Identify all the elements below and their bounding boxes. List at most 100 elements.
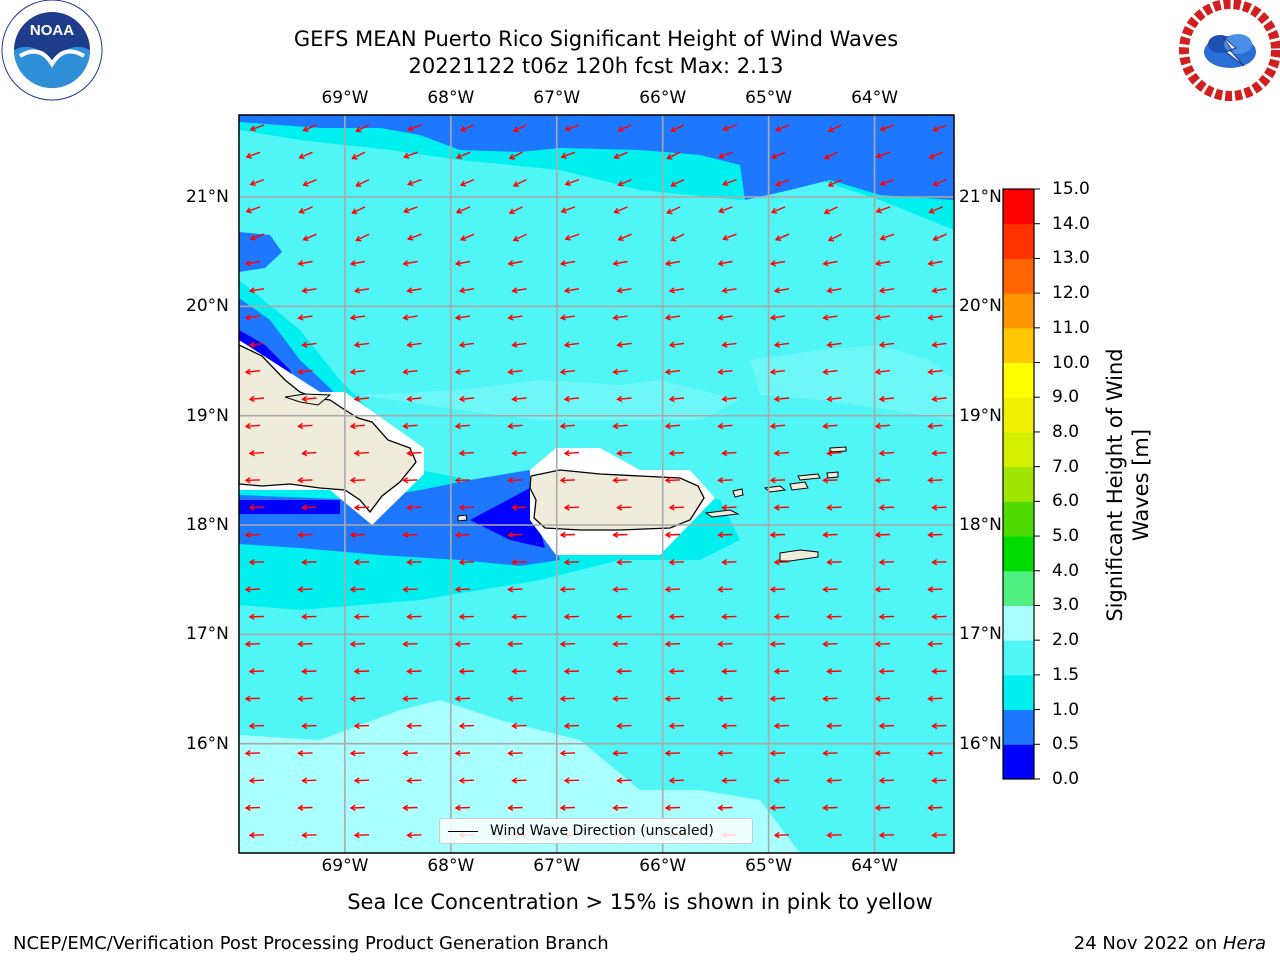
wave-direction-arrowhead: [664, 750, 671, 757]
wave-direction-arrowhead: [616, 450, 623, 457]
wave-direction-arrowhead: [931, 777, 938, 784]
wave-direction-arrowhead: [826, 613, 833, 620]
wave-direction-arrowhead: [298, 153, 305, 160]
wave-direction-arrow: [771, 206, 786, 214]
wave-direction-arrowhead: [507, 586, 514, 593]
wave-direction-arrowhead: [511, 668, 518, 675]
wave-direction-arrow: [613, 370, 628, 373]
wave-direction-arrowhead: [507, 750, 514, 757]
wave-direction-arrowhead: [823, 153, 830, 160]
wave-direction-arrowhead: [507, 314, 514, 321]
wave-direction-arrowhead: [564, 234, 571, 241]
wave-direction-arrow: [671, 233, 685, 241]
colorbar-segment: [1003, 605, 1034, 641]
wave-direction-arrow: [403, 370, 418, 373]
colorbar: [1003, 189, 1034, 780]
wave-direction-arrowhead: [668, 341, 675, 348]
wave-direction-arrowhead: [612, 750, 619, 757]
wave-direction-arrowhead: [302, 180, 309, 187]
colorbar-tick-label: 5.0: [1052, 526, 1080, 547]
wave-direction-arrow: [456, 370, 471, 373]
colorbar-segment: [1003, 258, 1034, 294]
wave-direction-arrowhead: [931, 722, 938, 730]
wave-direction-arrowhead: [878, 450, 885, 457]
wave-direction-arrow: [827, 451, 842, 455]
wave-direction-arrow: [246, 260, 261, 265]
wave-direction-arrowhead: [613, 153, 620, 160]
colorbar-tick-label: 3.0: [1052, 595, 1080, 616]
colorbar-tick-label: 1.5: [1052, 664, 1080, 685]
wave-direction-arrowhead: [827, 181, 834, 187]
wave-direction-arrowhead: [721, 613, 728, 620]
wave-direction-arrowhead: [670, 181, 677, 187]
wave-direction-arrowhead: [458, 613, 465, 620]
wave-direction-arrowhead: [301, 341, 308, 348]
wave-direction-arrowhead: [297, 368, 304, 375]
wave-direction-arrowhead: [668, 504, 675, 511]
wave-direction-arrowhead: [874, 750, 881, 757]
colorbar-segment: [1003, 570, 1034, 606]
wave-direction-arrowhead: [668, 395, 675, 403]
wave-direction-arrowhead: [613, 207, 620, 214]
wave-direction-arrowhead: [301, 722, 308, 730]
wave-direction-arrowhead: [666, 208, 673, 215]
wave-direction-arrowhead: [564, 125, 571, 132]
longitude-label: 69°W: [321, 88, 369, 108]
wave-direction-arrowhead: [722, 234, 729, 241]
wave-direction-arrow: [614, 206, 628, 214]
wave-direction-arrow: [718, 370, 733, 373]
wave-direction-arrow: [828, 233, 842, 241]
wave-direction-arrow: [512, 397, 527, 401]
wave-direction-arrow: [460, 124, 475, 132]
wave-direction-arrowhead: [822, 477, 829, 484]
wave-direction-arrow: [354, 397, 370, 401]
wave-direction-arrowhead: [351, 208, 358, 215]
wave-direction-arrow: [250, 342, 265, 346]
wave-direction-arrowhead: [349, 314, 357, 321]
wave-direction-arrowhead: [402, 750, 409, 757]
colorbar-segment: [1003, 189, 1034, 225]
wave-direction-arrowhead: [349, 368, 356, 375]
wave-direction-arrowhead: [721, 450, 728, 457]
wave-direction-arrowhead: [249, 180, 256, 187]
wave-direction-arrowhead: [507, 260, 514, 267]
wave-direction-arrowhead: [454, 368, 461, 375]
wave-direction-arrowhead: [878, 341, 885, 348]
wave-direction-arrowhead: [875, 207, 882, 214]
wave-direction-arrowhead: [454, 640, 461, 648]
wave-direction-arrowhead: [721, 668, 728, 675]
colorbar-frame: [1002, 188, 1035, 780]
wave-direction-arrowhead: [349, 640, 356, 648]
wave-direction-arrowhead: [773, 558, 780, 566]
wave-direction-arrowhead: [874, 260, 882, 267]
wave-direction-arrow: [928, 315, 943, 319]
latitude-label: 20°N: [959, 296, 1002, 317]
wave-direction-arrowhead: [769, 695, 776, 702]
wave-direction-arrow: [928, 424, 943, 428]
wave-direction-arrowhead: [297, 586, 304, 593]
wave-direction-arrowhead: [826, 558, 833, 566]
wave-direction-arrow: [565, 233, 580, 240]
wave-direction-arrow: [771, 151, 786, 159]
wave-direction-arrow: [460, 288, 475, 292]
longitude-label: 68°W: [427, 88, 475, 108]
wave-direction-arrowhead: [458, 722, 465, 730]
wave-direction-arrowhead: [301, 668, 308, 675]
colorbar-segment: [1003, 674, 1034, 711]
wave-direction-arrow: [250, 124, 265, 131]
wave-direction-arrowhead: [507, 422, 514, 430]
wave-direction-arrowhead: [406, 341, 413, 348]
wave-direction-arrow: [929, 151, 943, 159]
wave-direction-arrow: [771, 370, 786, 373]
wave-direction-arrowhead: [297, 531, 304, 539]
wave-direction-arrowhead: [406, 504, 413, 511]
wave-direction-arrowhead: [559, 586, 566, 593]
longitude-label: 67°W: [533, 88, 581, 108]
wave-direction-arrowhead: [563, 450, 570, 457]
wave-direction-arrowhead: [249, 125, 256, 132]
wave-direction-arrowhead: [717, 640, 724, 648]
wave-direction-arrow: [456, 260, 471, 265]
wave-direction-arrowhead: [616, 341, 623, 348]
wave-direction-arrowhead: [511, 722, 518, 730]
wave-direction-arrowhead: [773, 722, 780, 730]
